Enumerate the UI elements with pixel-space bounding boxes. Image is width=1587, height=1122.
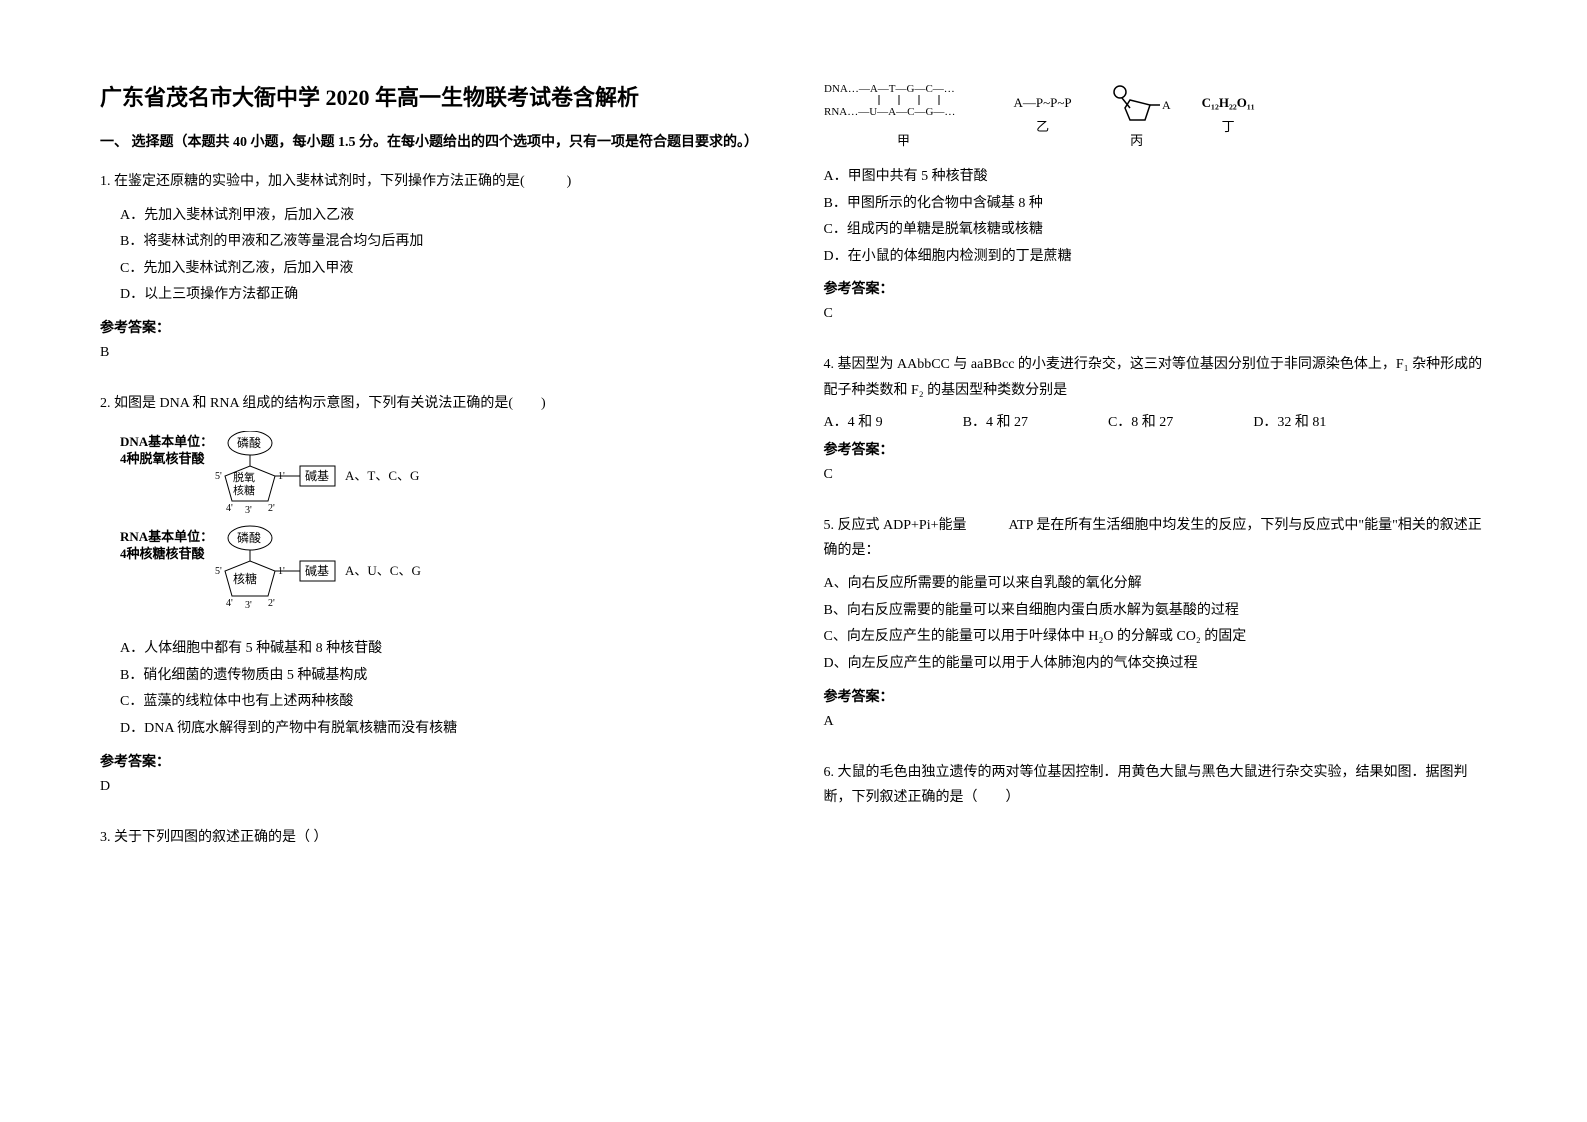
option-c: C．8 和 27 xyxy=(1108,411,1173,431)
option-b: B．将斐林试剂的甲液和乙液等量混合均匀后再加 xyxy=(100,229,764,256)
answer-value: B xyxy=(100,345,764,361)
option-d: D．在小鼠的体细胞内检测到的丁是蔗糖 xyxy=(824,244,1488,271)
base-label: 碱基 xyxy=(305,469,329,483)
svg-text:4': 4' xyxy=(226,598,233,609)
question-text: 6. 大鼠的毛色由独立遗传的两对等位基因控制．用黄色大鼠与黑色大鼠进行杂交实验，… xyxy=(824,760,1488,810)
option-d: D．以上三项操作方法都正确 xyxy=(100,282,764,309)
svg-text:RNA…—U—A—C—G—…: RNA…—U—A—C—G—… xyxy=(824,106,955,118)
answer-label: 参考答案： xyxy=(824,439,1488,459)
question-3-options: A．甲图中共有 5 种核苷酸 B．甲图所示的化合物中含碱基 8 种 C．组成丙的… xyxy=(824,164,1488,334)
answer-label: 参考答案： xyxy=(100,317,764,337)
section-header: 一、 选择题（本题共 40 小题，每小题 1.5 分。在每小题给出的四个选项中，… xyxy=(100,132,764,154)
question-text: 4. 基因型为 AAbbCC 与 aaBBcc 的小麦进行杂交，这三对等位基因分… xyxy=(824,352,1488,402)
diagram-ding: C₁₂H₂₂O₁₁ 丁 xyxy=(1202,95,1255,135)
question-1: 1. 在鉴定还原糖的实验中，加入斐林试剂时，下列操作方法正确的是( ) A．先加… xyxy=(100,169,764,373)
svg-text:5': 5' xyxy=(215,566,222,577)
answer-label: 参考答案： xyxy=(824,278,1488,298)
question-text: 2. 如图是 DNA 和 RNA 组成的结构示意图，下列有关说法正确的是( ) xyxy=(100,391,764,416)
question-text: 1. 在鉴定还原糖的实验中，加入斐林试剂时，下列操作方法正确的是( ) xyxy=(100,169,764,194)
question-6: 6. 大鼠的毛色由独立遗传的两对等位基因控制．用黄色大鼠与黑色大鼠进行杂交实验，… xyxy=(824,760,1488,818)
question-text: 3. 关于下列四图的叙述正确的是（ ） xyxy=(100,825,764,850)
answer-value: C xyxy=(824,467,1488,483)
diagram-jia: DNA…—A—T—G—C—… RNA…—U—A—C—G—… 甲 xyxy=(824,80,984,149)
svg-text:3': 3' xyxy=(245,600,252,611)
svg-text:核糖: 核糖 xyxy=(233,483,255,497)
option-c: C．组成丙的单糖是脱氧核糖或核糖 xyxy=(824,217,1488,244)
rna-sublabel: 4种核糖核苷酸 xyxy=(120,546,206,561)
ding-label: 丁 xyxy=(1222,116,1235,135)
diagram-yi: A—P~P~P 乙 xyxy=(1014,95,1072,135)
ribose-label: 核糖 xyxy=(233,571,257,586)
option-b: B．甲图所示的化合物中含碱基 8 种 xyxy=(824,191,1488,218)
svg-text:2': 2' xyxy=(268,598,275,609)
answer-label: 参考答案： xyxy=(824,686,1488,706)
option-a: A．先加入斐林试剂甲液，后加入乙液 xyxy=(100,203,764,230)
option-c: C．蓝藻的线粒体中也有上述两种核酸 xyxy=(100,689,764,716)
option-c: C．先加入斐林试剂乙液，后加入甲液 xyxy=(100,256,764,283)
phosphate-label: 磷酸 xyxy=(237,435,261,450)
question-text: 5. 反应式 ADP+Pi+能量 ATP 是在所有生活细胞中均发生的反应，下列与… xyxy=(824,513,1488,563)
option-d: D、向左反应产生的能量可以用于人体肺泡内的气体交换过程 xyxy=(824,651,1488,678)
svg-text:DNA…—A—T—G—C—…: DNA…—A—T—G—C—… xyxy=(824,83,955,95)
question-5: 5. 反应式 ADP+Pi+能量 ATP 是在所有生活细胞中均发生的反应，下列与… xyxy=(824,513,1488,742)
rna-label: RNA基本单位： xyxy=(120,529,213,544)
svg-text:2': 2' xyxy=(268,503,275,514)
ding-text: C₁₂H₂₂O₁₁ xyxy=(1202,95,1255,111)
option-c: C、向左反应产生的能量可以用于叶绿体中 H₂O 的分解或 CO₂ 的固定 xyxy=(824,624,1488,651)
svg-text:A: A xyxy=(1162,98,1171,112)
yi-text: A—P~P~P xyxy=(1014,95,1072,111)
answer-label: 参考答案： xyxy=(100,751,764,771)
bing-svg: A xyxy=(1102,80,1172,125)
rna-bases: A、U、C、G xyxy=(345,563,421,578)
svg-text:4': 4' xyxy=(226,503,233,514)
option-a: A．甲图中共有 5 种核苷酸 xyxy=(824,164,1488,191)
svg-text:5': 5' xyxy=(215,471,222,482)
option-b: B．4 和 27 xyxy=(963,411,1028,431)
svg-text:3': 3' xyxy=(245,505,252,516)
option-b: B．硝化细菌的遗传物质由 5 种碱基构成 xyxy=(100,663,764,690)
dna-bases: A、T、C、G xyxy=(345,468,419,483)
options-row: A．4 和 9 B．4 和 27 C．8 和 27 D．32 和 81 xyxy=(824,411,1488,431)
option-b: B、向右反应需要的能量可以来自细胞内蛋白质水解为氨基酸的过程 xyxy=(824,598,1488,625)
option-d: D．32 和 81 xyxy=(1253,411,1326,431)
jia-svg: DNA…—A—T—G—C—… RNA…—U—A—C—G—… xyxy=(824,80,984,125)
diagram-bing: A 丙 xyxy=(1102,80,1172,149)
option-a: A．4 和 9 xyxy=(824,411,883,431)
dna-label: DNA基本单位： xyxy=(120,434,213,449)
svg-text:磷酸: 磷酸 xyxy=(237,530,261,545)
option-a: A．人体细胞中都有 5 种碱基和 8 种核苷酸 xyxy=(100,636,764,663)
question-4: 4. 基因型为 AAbbCC 与 aaBBcc 的小麦进行杂交，这三对等位基因分… xyxy=(824,352,1488,494)
q3-diagrams: DNA…—A—T—G—C—… RNA…—U—A—C—G—… 甲 A—P~P~P … xyxy=(824,80,1488,149)
bing-label: 丙 xyxy=(1130,130,1143,149)
question-2: 2. 如图是 DNA 和 RNA 组成的结构示意图，下列有关说法正确的是( ) … xyxy=(100,391,764,807)
right-column: DNA…—A—T—G—C—… RNA…—U—A—C—G—… 甲 A—P~P~P … xyxy=(824,80,1488,1042)
nucleotide-diagram-svg: DNA基本单位： 磷酸 4种脱氧核苷酸 脱氧 核糖 5' 4' 3' 2' 1'… xyxy=(120,431,460,621)
dna-sublabel: 4种脱氧核苷酸 xyxy=(120,451,206,466)
svg-text:碱基: 碱基 xyxy=(305,564,329,578)
dna-rna-diagram: DNA基本单位： 磷酸 4种脱氧核苷酸 脱氧 核糖 5' 4' 3' 2' 1'… xyxy=(120,431,764,621)
answer-value: D xyxy=(100,779,764,795)
option-d: D．DNA 彻底水解得到的产物中有脱氧核糖而没有核糖 xyxy=(100,716,764,743)
deoxyribose-label: 脱氧 xyxy=(233,470,255,484)
question-3-start: 3. 关于下列四图的叙述正确的是（ ） xyxy=(100,825,764,858)
yi-label: 乙 xyxy=(1036,116,1049,135)
jia-label: 甲 xyxy=(897,130,910,149)
page-title: 广东省茂名市大衙中学 2020 年高一生物联考试卷含解析 xyxy=(100,80,764,112)
answer-value: C xyxy=(824,306,1488,322)
left-column: 广东省茂名市大衙中学 2020 年高一生物联考试卷含解析 一、 选择题（本题共 … xyxy=(100,80,764,1042)
answer-value: A xyxy=(824,714,1488,730)
option-a: A、向右反应所需要的能量可以来自乳酸的氧化分解 xyxy=(824,571,1488,598)
